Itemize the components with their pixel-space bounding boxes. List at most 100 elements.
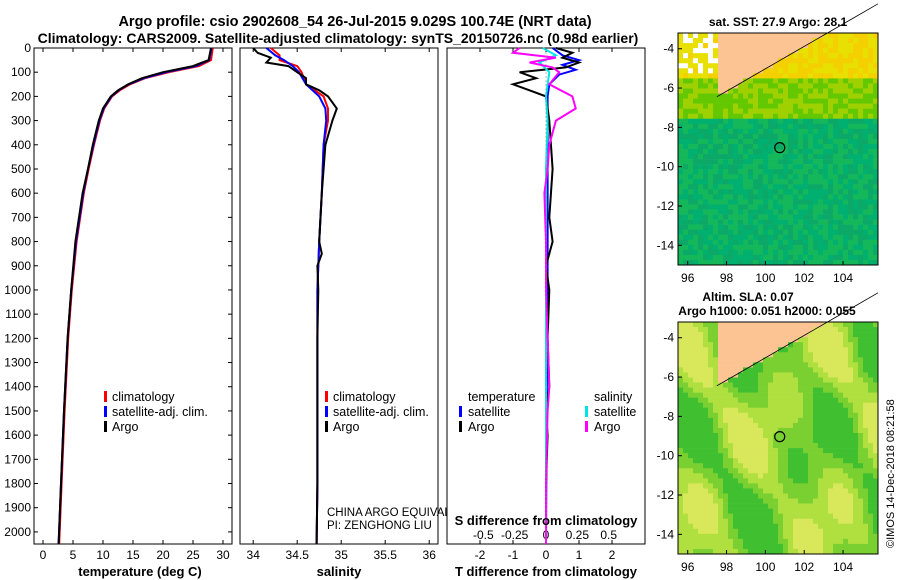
map-cell [688, 392, 694, 398]
map-cell [868, 179, 874, 185]
map-cell [678, 128, 684, 135]
map-cell [783, 382, 789, 388]
map-cell [808, 438, 814, 444]
map-cell [728, 453, 734, 459]
map-cell [703, 123, 709, 130]
map-cell [868, 362, 874, 368]
map-cell [723, 362, 729, 368]
map-cell [863, 392, 869, 398]
map-cell [703, 33, 709, 39]
map-cell [778, 159, 784, 165]
map-cell [768, 397, 774, 403]
map-cell [723, 53, 729, 59]
map-cell [768, 83, 774, 89]
map-cell [838, 149, 844, 155]
map-cell [778, 63, 784, 69]
map-cell [788, 412, 794, 419]
map-cell [708, 128, 714, 135]
map-cell [773, 93, 779, 99]
map-cell [788, 249, 794, 256]
map-cell [863, 254, 869, 261]
map-cell [773, 332, 779, 338]
map-cell [743, 342, 749, 348]
map-cell [728, 543, 734, 550]
map-cell [743, 478, 749, 484]
map-cell [743, 38, 749, 44]
map-cell [823, 518, 829, 525]
map-cell [873, 68, 879, 74]
map-cell [683, 453, 689, 459]
map-cell [688, 362, 694, 368]
map-cell [693, 427, 699, 434]
map-cell [758, 518, 764, 525]
map-cell [688, 397, 694, 403]
map-cell [788, 498, 794, 504]
map-cell [738, 427, 744, 434]
map-cell [853, 154, 859, 160]
map-cell [683, 159, 689, 165]
map-cell [773, 48, 779, 54]
map-cell [763, 493, 769, 499]
map-cell [723, 548, 729, 555]
map-cell [843, 523, 849, 530]
map-cell [793, 377, 799, 383]
map-cell [718, 244, 724, 251]
map-cell [788, 78, 794, 84]
map-cell [688, 149, 694, 155]
map-cell [833, 357, 839, 363]
map-cell [868, 133, 874, 140]
map-cell [748, 372, 754, 378]
map-cell [733, 113, 739, 120]
map-cell [863, 387, 869, 393]
map-cell [783, 397, 789, 403]
map-cell [778, 422, 784, 429]
map-cell [753, 342, 759, 348]
map-cell [753, 448, 759, 454]
map-cell [688, 352, 694, 358]
map-cell [713, 214, 719, 220]
map-cell [703, 372, 709, 378]
map-cell [828, 224, 834, 230]
map-cell [723, 332, 729, 338]
map-cell [753, 503, 759, 509]
map-cell [853, 387, 859, 393]
map-cell [803, 397, 809, 403]
map-cell [703, 468, 709, 474]
map-cell [678, 347, 684, 353]
map-cell [713, 387, 719, 393]
map-cell [848, 154, 854, 160]
map-cell [808, 33, 814, 39]
map-cell [873, 528, 879, 535]
map-cell [858, 427, 864, 434]
map-cell [803, 93, 809, 99]
map-cell [718, 234, 724, 241]
map-cell [843, 407, 849, 414]
map-cell [708, 259, 714, 266]
map-cell [798, 254, 804, 261]
map-cell [693, 463, 699, 469]
map-cell [698, 73, 704, 79]
map-cell [688, 463, 694, 469]
map-cell [778, 73, 784, 79]
map-cell [838, 174, 844, 180]
map-cell [803, 128, 809, 135]
map-cell [833, 43, 839, 49]
map-cell [768, 518, 774, 525]
map-cell [848, 533, 854, 540]
map-cell [683, 427, 689, 434]
map-cell [683, 327, 689, 333]
map-cell [858, 254, 864, 261]
map-cell [678, 478, 684, 484]
map-cell [748, 387, 754, 393]
map-cell [853, 184, 859, 190]
x-tick-label: 35.5 [374, 548, 398, 562]
map-cell [698, 63, 704, 69]
map-cell [718, 83, 724, 89]
map-cell [868, 503, 874, 509]
map-cell [788, 438, 794, 444]
map-cell [823, 103, 829, 109]
map-cell [848, 352, 854, 358]
map-cell [798, 387, 804, 393]
map-cell [763, 78, 769, 84]
map-cell [773, 362, 779, 368]
